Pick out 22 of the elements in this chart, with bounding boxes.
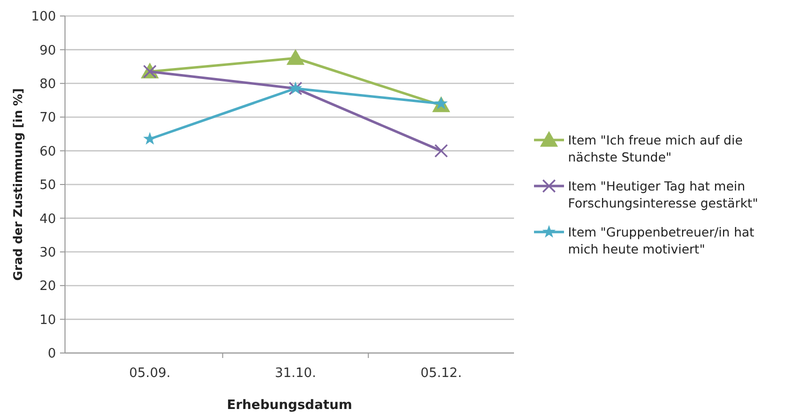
y-tick-label: 20 bbox=[39, 279, 56, 294]
y-tick-label: 90 bbox=[39, 43, 56, 58]
y-tick-label: 60 bbox=[39, 144, 56, 160]
point bbox=[143, 132, 156, 145]
legend-label: Item "Heutiger Tag hat mein Forschungsinteresse gestärkt" bbox=[568, 178, 758, 210]
x-axis-title: Erhebungsdatum bbox=[226, 398, 352, 413]
y-tick-label: 80 bbox=[39, 76, 56, 92]
legend-label: Item "Gruppenbetreuer/in hat mich heute motiviert" bbox=[568, 224, 754, 256]
x-tick-label: 31.10. bbox=[274, 366, 316, 381]
y-tick-label: 50 bbox=[39, 178, 56, 194]
y-tick-label: 30 bbox=[39, 245, 56, 260]
y-tick-label: 10 bbox=[39, 312, 56, 328]
y-tick-label: 0 bbox=[48, 346, 56, 362]
point bbox=[434, 144, 448, 158]
x-tick-label: 05.09. bbox=[129, 366, 171, 381]
y-tick-label: 40 bbox=[39, 212, 56, 227]
y-axis-title: Grad der Zustimmung [in %] bbox=[11, 88, 25, 281]
x-tick-label: 05.12. bbox=[420, 366, 462, 381]
legend-label: Item "Ich freue mich auf die nächste Stunde" bbox=[568, 132, 743, 164]
point bbox=[286, 49, 304, 65]
y-tick-label: 100 bbox=[31, 10, 56, 25]
y-tick-label: 70 bbox=[39, 110, 56, 126]
